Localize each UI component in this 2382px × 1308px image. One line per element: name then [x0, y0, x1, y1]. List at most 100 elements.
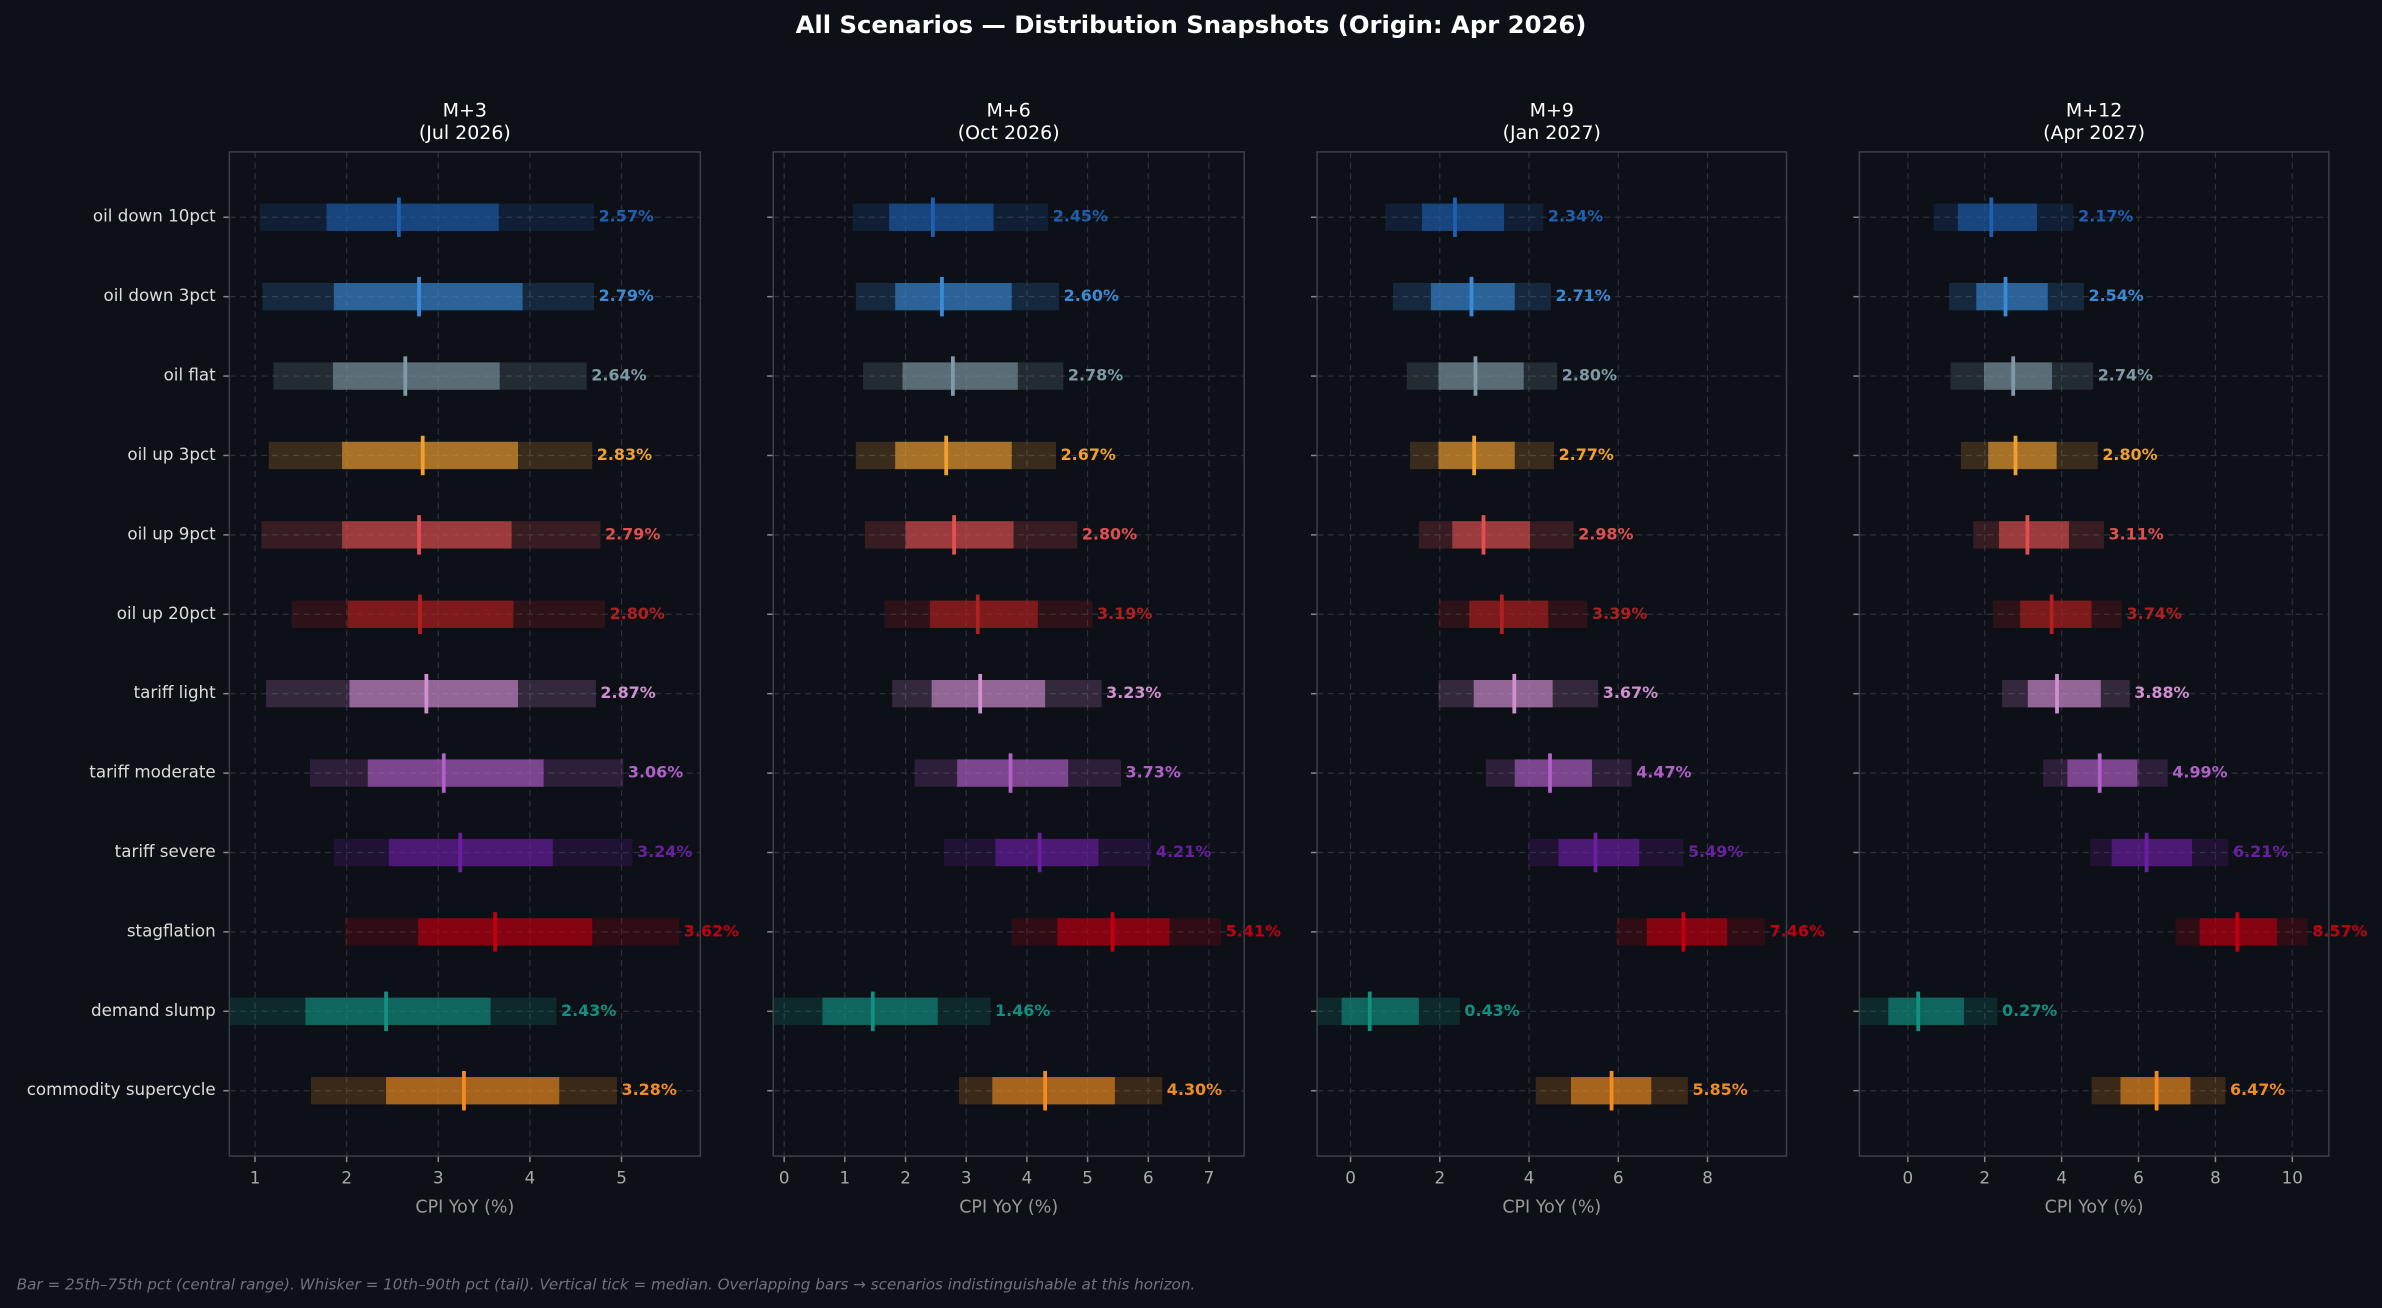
central-range [332, 362, 500, 390]
x-tick-label: 1 [250, 1167, 261, 1187]
central-range [929, 600, 1038, 628]
x-tick-label: 2 [900, 1167, 911, 1187]
x-tick-label: 5 [616, 1167, 627, 1187]
x-tick-label: 0 [1345, 1167, 1356, 1187]
median-label: 2.71% [1555, 286, 1610, 305]
median-label: 2.79% [599, 286, 654, 305]
central-range [1469, 600, 1549, 628]
category-label: tariff severe [115, 841, 216, 861]
panel-subtitle: (Jul 2026) [419, 122, 511, 144]
median-label: 2.60% [1064, 286, 1119, 305]
median-label: 3.23% [1106, 683, 1161, 702]
category-label: oil flat [164, 365, 217, 385]
x-tick-label: 1 [840, 1167, 851, 1187]
central-range [349, 680, 518, 708]
x-tick-label: 7 [1204, 1167, 1215, 1187]
median-label: 2.67% [1061, 445, 1116, 464]
median-label: 7.46% [1770, 921, 1825, 940]
x-tick-label: 5 [1082, 1167, 1093, 1187]
x-tick-label: 4 [525, 1167, 536, 1187]
central-range [2067, 759, 2138, 787]
central-range [931, 680, 1046, 708]
chart-title: All Scenarios — Distribution Snapshots (… [796, 10, 1587, 39]
central-range [342, 521, 512, 549]
central-range [905, 521, 1014, 549]
central-range [326, 203, 499, 231]
axes-frame [1858, 151, 2330, 1157]
median-label: 3.73% [1126, 763, 1181, 782]
panel-subtitle: (Apr 2027) [2043, 122, 2145, 144]
x-axis-label: CPI YoY (%) [1502, 1198, 1601, 1218]
median-label: 2.45% [1053, 207, 1108, 226]
central-range [388, 838, 553, 867]
median-label: 5.85% [1692, 1080, 1747, 1099]
median-label: 2.34% [1548, 207, 1603, 226]
median-label: 2.98% [1578, 524, 1633, 543]
central-range [889, 203, 994, 231]
panel-title: M+6 [987, 99, 1031, 121]
central-range [1998, 521, 2069, 549]
x-tick-label: 8 [2210, 1167, 2221, 1187]
median-label: 5.41% [1226, 921, 1281, 940]
central-range [1888, 997, 1964, 1025]
category-label: oil up 9pct [127, 523, 216, 543]
central-range [342, 441, 518, 470]
category-label: tariff light [134, 682, 217, 702]
median-label: 2.57% [599, 207, 654, 226]
panel-title: M+3 [443, 99, 487, 121]
central-range [822, 997, 938, 1025]
central-range [367, 759, 544, 787]
category-label: stagflation [127, 920, 216, 940]
x-tick-label: 6 [2133, 1167, 2144, 1187]
median-label: 3.24% [637, 842, 692, 861]
category-label: oil up 3pct [127, 444, 216, 464]
panel-subtitle: (Jan 2027) [1503, 122, 1601, 144]
central-range [2020, 600, 2092, 628]
median-label: 2.74% [2098, 366, 2153, 385]
median-label: 2.64% [591, 366, 646, 385]
x-tick-label: 4 [1524, 1167, 1535, 1187]
median-label: 0.27% [2002, 1001, 2057, 1020]
median-label: 2.80% [1562, 366, 1617, 385]
median-label: 5.49% [1688, 842, 1743, 861]
median-label: 8.57% [2312, 921, 2367, 940]
central-range [995, 838, 1099, 867]
category-label: oil down 3pct [104, 285, 217, 305]
median-label: 6.21% [2233, 842, 2288, 861]
central-range [1341, 997, 1419, 1025]
x-tick-label: 6 [1613, 1167, 1624, 1187]
median-label: 4.30% [1167, 1080, 1222, 1099]
x-tick-label: 8 [1702, 1167, 1713, 1187]
x-tick-label: 2 [341, 1167, 352, 1187]
median-label: 2.43% [561, 1001, 616, 1020]
axes-frame [1316, 151, 1788, 1157]
x-tick-label: 0 [779, 1167, 790, 1187]
x-tick-label: 0 [1903, 1167, 1914, 1187]
central-range [1558, 838, 1640, 867]
median-label: 2.79% [605, 524, 660, 543]
central-range [992, 1077, 1115, 1105]
central-range [1976, 282, 2048, 311]
panel-subtitle: (Oct 2026) [958, 122, 1060, 144]
category-label: oil down 10pct [93, 206, 216, 226]
median-label: 2.78% [1068, 366, 1123, 385]
central-range [305, 997, 491, 1025]
central-range [1957, 203, 2038, 231]
central-range [1452, 521, 1530, 549]
central-range [333, 282, 523, 311]
central-range [2111, 838, 2192, 867]
central-range [1421, 203, 1505, 231]
category-label: tariff moderate [89, 762, 215, 782]
central-range [1438, 441, 1515, 470]
x-axis-label: CPI YoY (%) [959, 1198, 1058, 1218]
x-axis-label: CPI YoY (%) [2045, 1198, 2144, 1218]
median-label: 2.80% [610, 604, 665, 623]
median-label: 3.67% [1603, 683, 1658, 702]
central-range [1646, 918, 1728, 946]
median-label: 2.17% [2078, 207, 2133, 226]
central-range [895, 441, 1012, 470]
x-tick-label: 4 [2056, 1167, 2067, 1187]
